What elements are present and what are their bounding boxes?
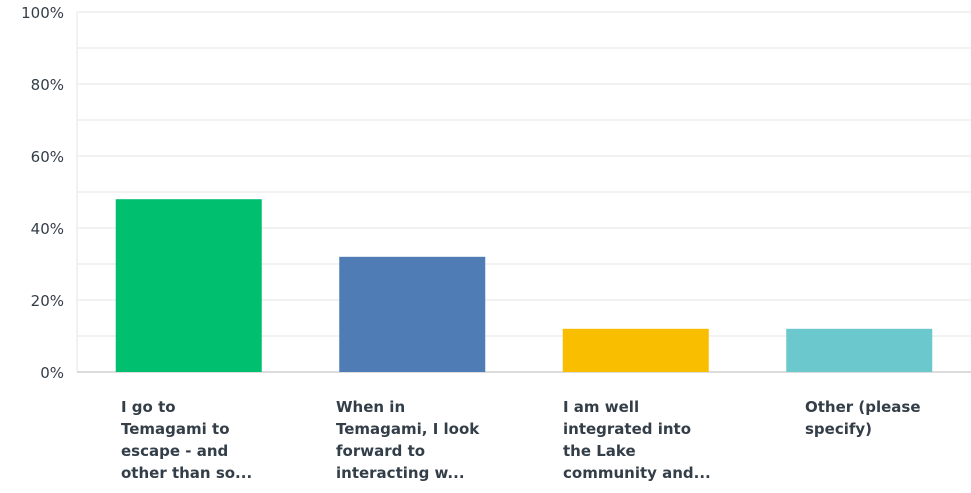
bar-1[interactable]	[339, 256, 486, 372]
bar-0[interactable]	[115, 199, 262, 372]
y-tick-label-80pct: 80%	[31, 76, 64, 94]
x-tick-label-1: When in Temagami, I look forward to inte…	[336, 398, 480, 482]
bar-2[interactable]	[562, 328, 709, 372]
x-tick-label-3: Other (please specify)	[805, 398, 921, 438]
y-tick-label-100pct: 100%	[21, 4, 64, 22]
bar-3[interactable]	[786, 328, 933, 372]
y-tick-label-40pct: 40%	[31, 220, 64, 238]
x-tick-label-0: I go to Temagami to escape - and other t…	[121, 398, 253, 482]
y-tick-label-20pct: 20%	[31, 292, 64, 310]
y-tick-label-60pct: 60%	[31, 148, 64, 166]
x-tick-label-2: I am well integrated into the Lake commu…	[563, 398, 711, 482]
y-tick-label-0pct: 0%	[40, 364, 64, 382]
